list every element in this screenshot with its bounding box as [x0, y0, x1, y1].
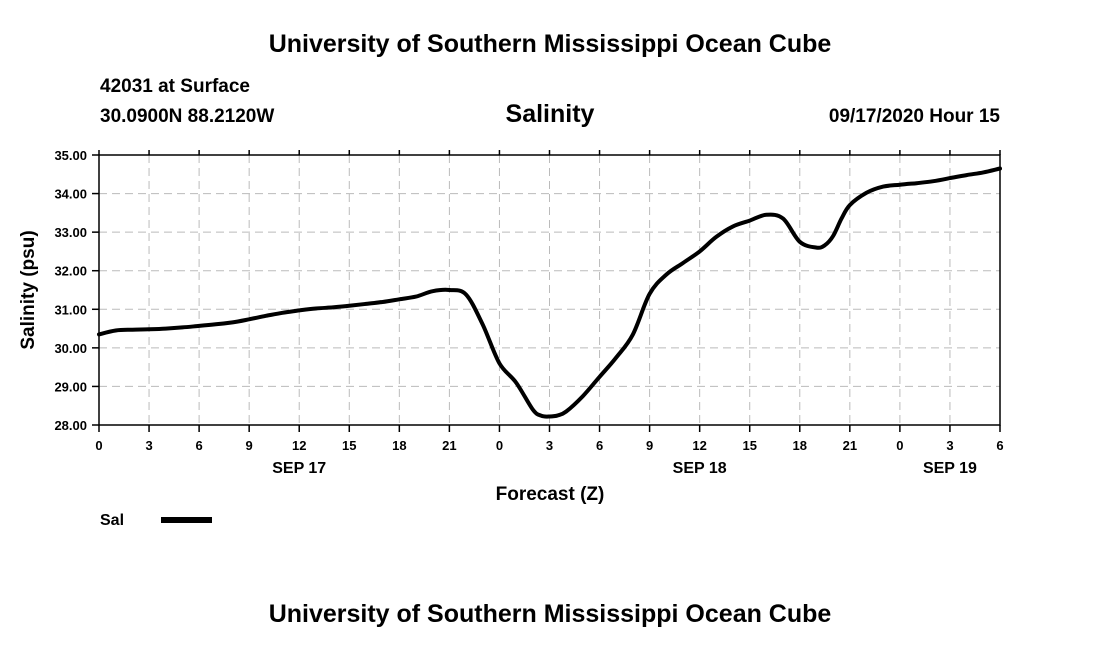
y-tick-labels: 28.00 29.00 30.00 31.00 32.00 33.00 34.00 35.00: [54, 148, 87, 433]
axis-ticks: [92, 150, 1001, 432]
y-tick-label: 29.00: [54, 379, 87, 394]
x-tick-label: 0: [95, 438, 102, 453]
x-tick-label: 21: [442, 438, 456, 453]
x-tick-label: 6: [195, 438, 202, 453]
location-label: 30.0900N 88.2120W: [100, 106, 275, 127]
x-axis-label: Forecast (Z): [496, 484, 605, 505]
y-tick-label: 30.00: [54, 341, 87, 356]
x-tick-label: 0: [496, 438, 503, 453]
x-tick-label: 3: [546, 438, 553, 453]
x-tick-label: 9: [646, 438, 653, 453]
bottom-title: University of Southern Mississippi Ocean…: [268, 600, 832, 628]
station-label: 42031 at Surface: [100, 76, 250, 97]
x-tick-label: 6: [596, 438, 603, 453]
y-tick-label: 28.00: [54, 418, 87, 433]
date-label: SEP 17: [272, 460, 326, 477]
x-tick-label: 12: [692, 438, 706, 453]
y-tick-label: 32.00: [54, 264, 87, 279]
x-tick-label: 18: [392, 438, 406, 453]
x-tick-label: 12: [292, 438, 306, 453]
date-label: SEP 18: [673, 460, 727, 477]
grid-lines: [99, 155, 1000, 425]
series-line-sal: [97, 166, 1002, 419]
x-tick-label: 15: [342, 438, 356, 453]
legend-label-sal: Sal: [100, 512, 124, 529]
y-axis-label: Salinity (psu): [18, 230, 39, 349]
x-tick-label: 6: [996, 438, 1003, 453]
y-tick-label: 33.00: [54, 225, 87, 240]
y-tick-label: 34.00: [54, 187, 87, 202]
timestamp-label: 09/17/2020 Hour 15: [828, 106, 1000, 127]
legend: Sal: [100, 512, 212, 529]
x-tick-label: 18: [793, 438, 807, 453]
y-tick-label: 31.00: [54, 302, 87, 317]
chart-title: Salinity: [505, 100, 595, 128]
x-tick-labels: 0 3 6 9 12 15 18 21 0 3 6 9 12 15 18 21 0 3 6: [95, 438, 1003, 453]
x-tick-label: 3: [946, 438, 953, 453]
x-tick-label: 3: [145, 438, 152, 453]
x-tick-label: 21: [843, 438, 857, 453]
date-labels: SEP 17 SEP 18 SEP 19: [272, 460, 977, 477]
x-tick-label: 15: [742, 438, 756, 453]
y-tick-label: 35.00: [54, 148, 87, 163]
top-title: University of Southern Mississippi Ocean…: [268, 30, 832, 58]
x-tick-label: 0: [896, 438, 903, 453]
date-label: SEP 19: [923, 460, 977, 477]
x-tick-label: 9: [246, 438, 253, 453]
